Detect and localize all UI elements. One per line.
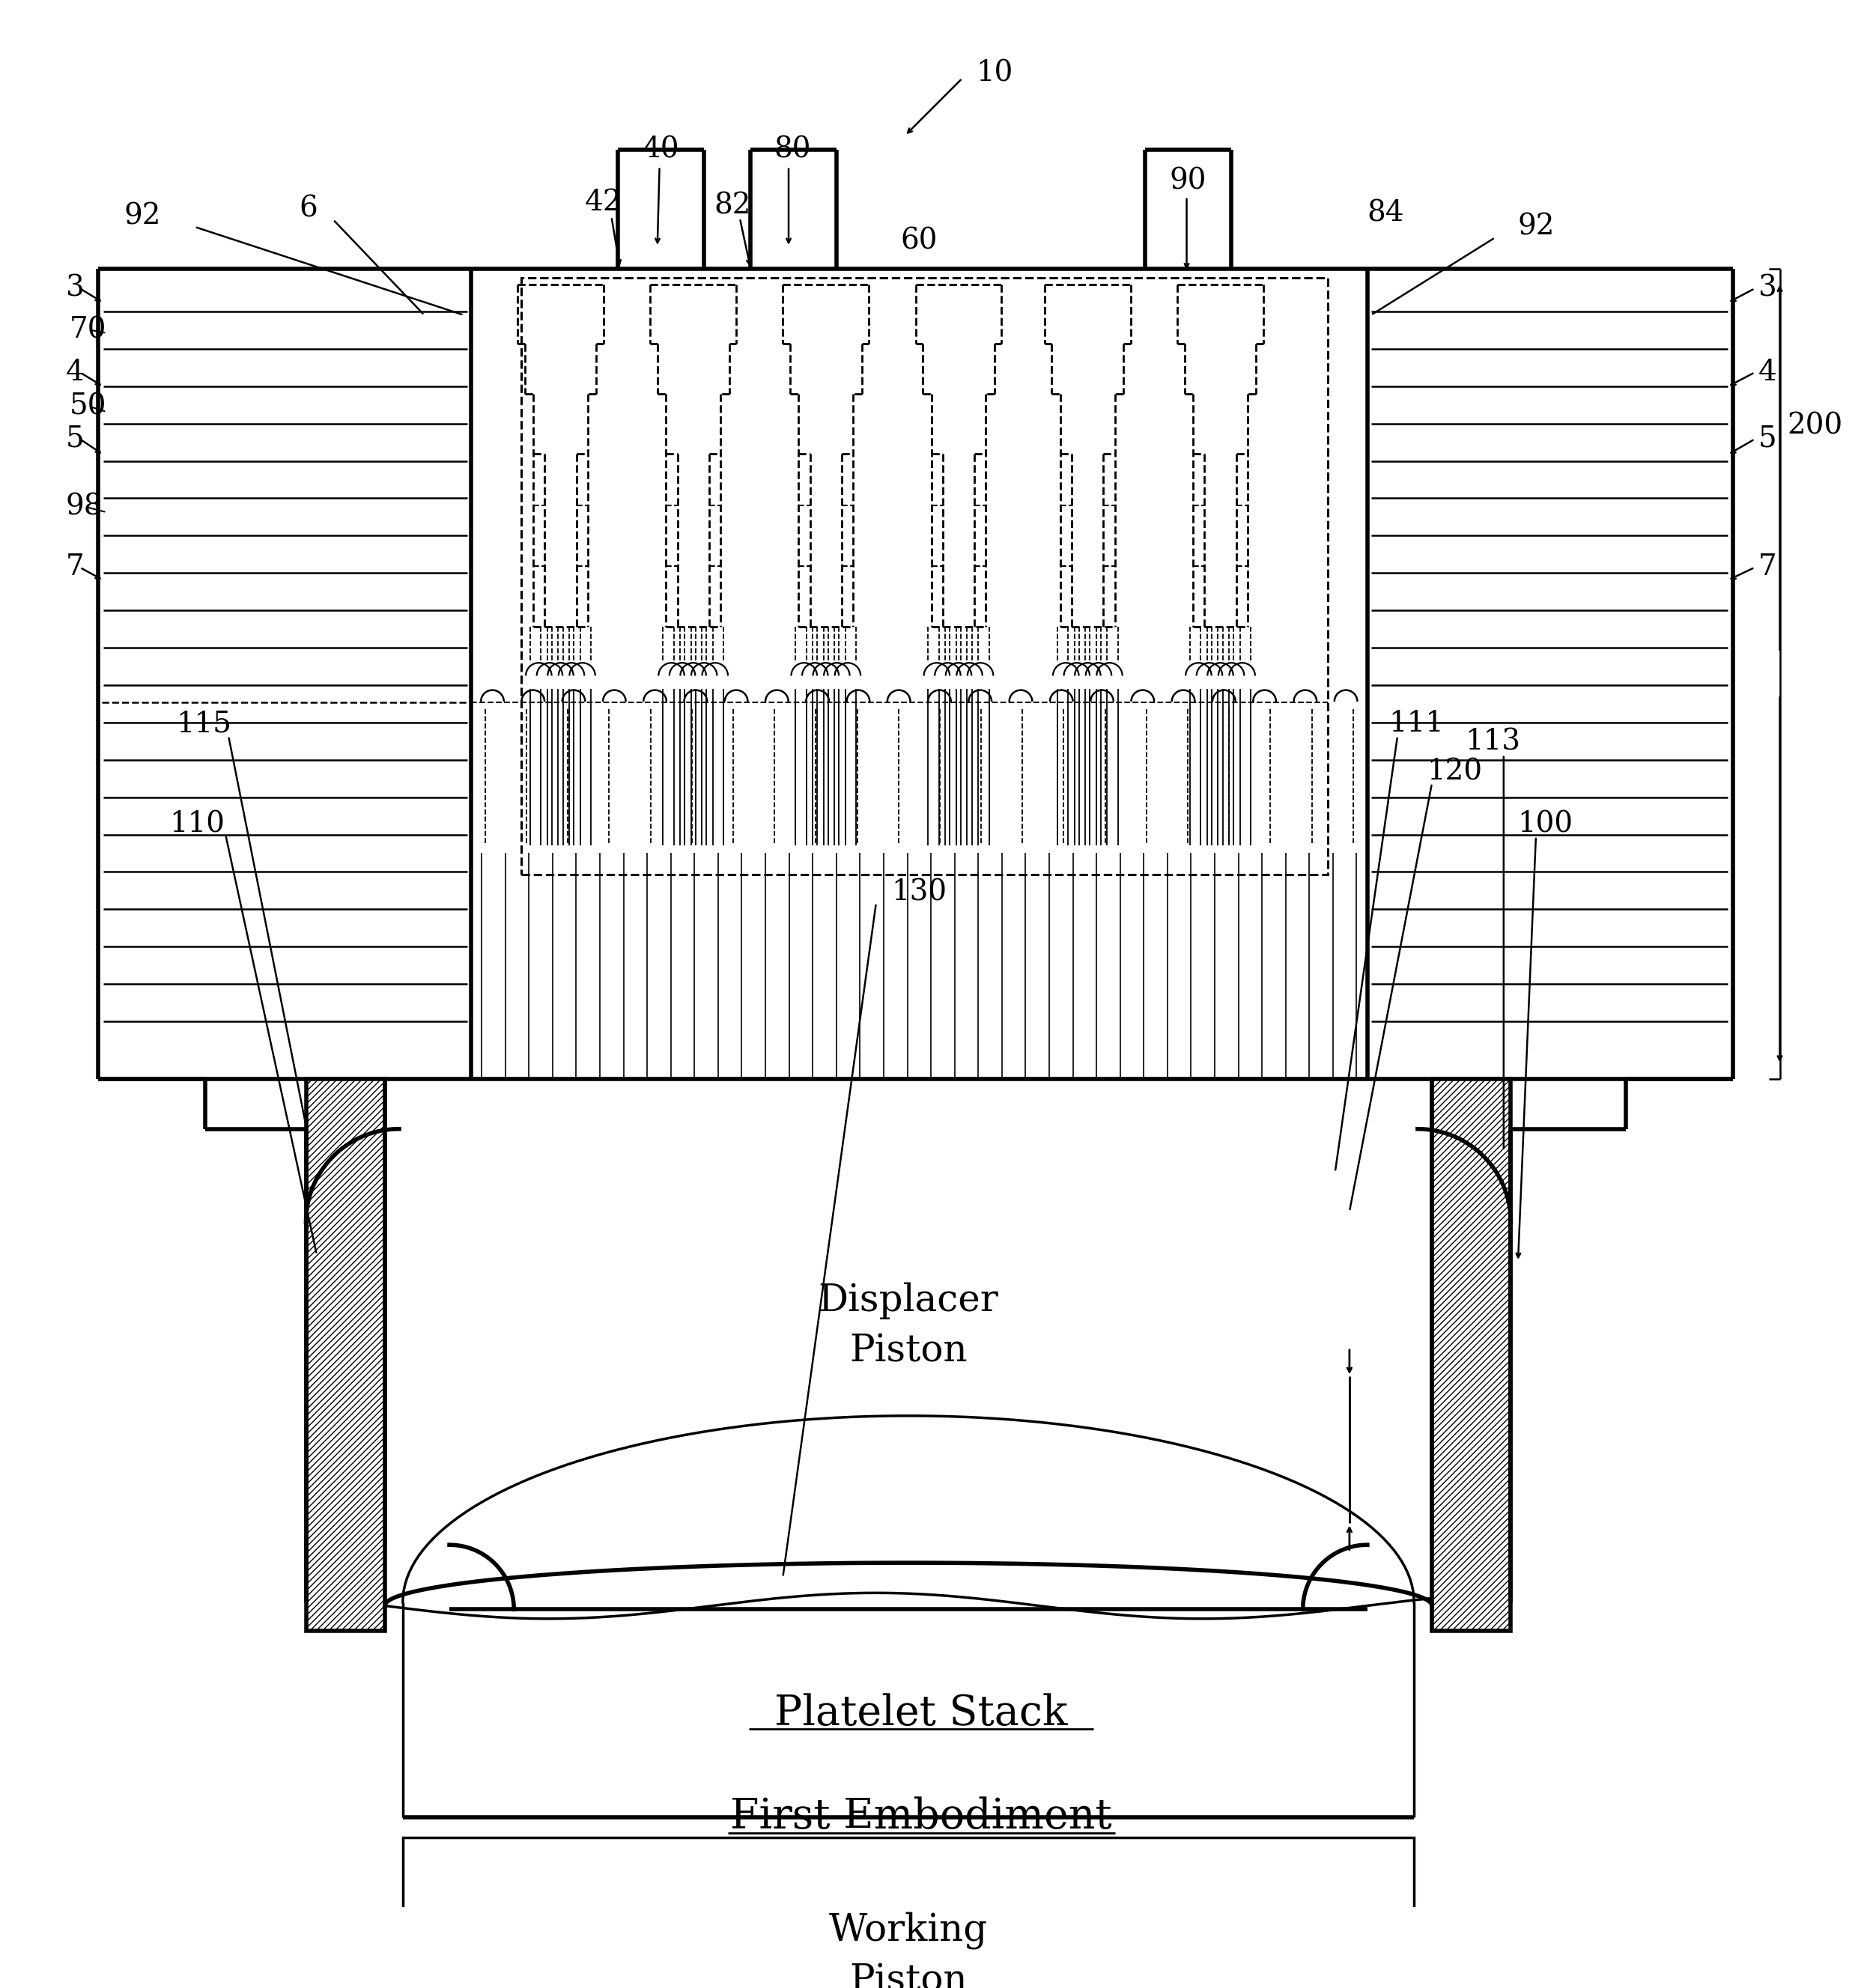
Text: 70: 70 (69, 316, 107, 344)
Bar (402, 1837, 1414, 1988)
Text: 92: 92 (1517, 213, 1554, 241)
Bar (307, 1079, 385, 1630)
Text: 200: 200 (1788, 412, 1842, 439)
Text: 4: 4 (1758, 358, 1776, 386)
Text: 10: 10 (976, 60, 1014, 87)
Text: Working: Working (828, 1912, 987, 1950)
Text: 50: 50 (69, 394, 107, 421)
Text: 82: 82 (714, 193, 752, 221)
Text: 40: 40 (643, 137, 679, 163)
Text: First Embodiment: First Embodiment (731, 1797, 1113, 1837)
Text: 110: 110 (168, 811, 224, 839)
Text: 113: 113 (1466, 728, 1520, 755)
Text: 5: 5 (65, 425, 84, 453)
Bar (522, 278, 1328, 875)
Text: Platelet Stack: Platelet Stack (774, 1694, 1068, 1734)
Text: 4: 4 (65, 358, 84, 386)
Text: 100: 100 (1517, 811, 1573, 839)
Text: 7: 7 (65, 553, 84, 580)
Text: 5: 5 (1758, 425, 1776, 453)
Text: 84: 84 (1367, 199, 1404, 227)
Text: 42: 42 (585, 189, 623, 217)
Text: 130: 130 (892, 879, 946, 907)
Text: 60: 60 (901, 227, 937, 254)
Text: 120: 120 (1427, 757, 1483, 785)
Text: 115: 115 (176, 710, 232, 738)
Text: Piston: Piston (849, 1332, 967, 1370)
Text: 98: 98 (65, 493, 103, 521)
Text: Displacer: Displacer (819, 1282, 999, 1320)
Text: 3: 3 (1758, 274, 1776, 302)
Text: 92: 92 (123, 203, 161, 231)
Text: Piston: Piston (849, 1962, 967, 1988)
Text: 6: 6 (299, 195, 318, 223)
Text: 90: 90 (1169, 167, 1206, 195)
Text: 3: 3 (65, 274, 84, 302)
Text: 7: 7 (1758, 553, 1776, 580)
Bar (1432, 1079, 1511, 1630)
Text: 111: 111 (1389, 710, 1444, 738)
Text: 80: 80 (774, 137, 812, 163)
